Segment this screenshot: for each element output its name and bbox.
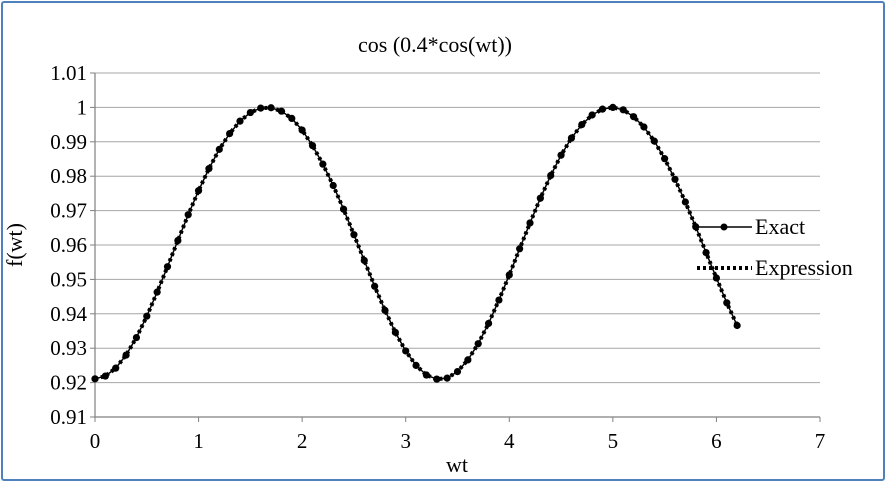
series-exact-point (733, 321, 741, 330)
series-exact-point (422, 371, 431, 379)
series-exact-point (194, 187, 203, 195)
series-exact-point (246, 108, 254, 117)
series-exact-point (298, 126, 306, 134)
y-tick-label: 0.98 (50, 164, 87, 188)
y-tick-label: 0.96 (50, 233, 87, 257)
y-tick-label: 1.01 (50, 61, 87, 85)
series-exact-point (464, 356, 472, 364)
series-exact-point (526, 219, 534, 227)
series-exact-point (174, 236, 182, 245)
series-exact-point (205, 165, 213, 173)
series-exact-point (215, 145, 223, 153)
series-exact-point (433, 375, 441, 383)
legend: Exact Expression (697, 214, 853, 280)
series-exact-point (505, 271, 513, 279)
y-tick-label: 0.99 (50, 130, 87, 154)
series-exact-point (723, 299, 731, 307)
series-exact-point (143, 312, 151, 320)
series-exact-point (567, 134, 576, 142)
x-tick-label: 2 (297, 429, 308, 453)
y-tick-label: 0.95 (50, 267, 87, 291)
series-expression-line (94, 105, 739, 382)
series-exact-point (671, 175, 679, 183)
x-tick-label: 0 (90, 429, 101, 453)
x-tick-label: 6 (711, 429, 722, 453)
series-exact-point (381, 306, 389, 314)
x-tick-label: 3 (400, 429, 411, 453)
x-tick-label: 1 (193, 429, 204, 453)
legend-exact-label: Exact (755, 214, 805, 239)
series-exact-point (319, 160, 327, 168)
series-exact-point (153, 288, 161, 296)
series-exact-point (101, 372, 109, 380)
grid-lines (95, 72, 820, 418)
series-exact-point (495, 296, 503, 304)
series-exact-point (702, 248, 710, 257)
series-exact-point (474, 340, 482, 348)
y-axis-label: f(wt) (2, 223, 27, 267)
series-exact-point (588, 111, 596, 119)
series-exact-point (122, 351, 130, 359)
legend-exact-marker (720, 223, 728, 231)
series-exact-point (277, 107, 286, 115)
series-exact-point (692, 223, 700, 231)
series-exact-point (350, 231, 358, 239)
series-exact-point (547, 171, 555, 180)
series-exact-point (661, 155, 669, 163)
series-exact-point (578, 121, 586, 129)
series-exact-point (329, 181, 337, 190)
series-exact-point (598, 105, 607, 113)
series-exact-point (112, 364, 120, 372)
y-tick-label: 0.94 (50, 302, 87, 326)
series-exact-point (391, 328, 399, 336)
series-exact-point (516, 245, 524, 253)
y-tick-label: 0.97 (50, 199, 87, 223)
series-exact-point (412, 361, 420, 369)
series-exact-point (163, 263, 172, 271)
series-exact-point (132, 333, 141, 342)
series-exact-line (94, 106, 738, 380)
chart-title: cos (0.4*cos(wt)) (358, 32, 512, 57)
series-exact-point (257, 104, 265, 112)
series-exact-point (91, 375, 99, 383)
series-exact-point (360, 256, 368, 265)
series-exact-point (712, 274, 721, 282)
series-exact-point (681, 198, 689, 206)
x-axis-label: wt (446, 452, 468, 477)
series-exact-point (226, 129, 234, 138)
plot-area (91, 103, 741, 383)
series-exact-point (443, 374, 451, 382)
series-exact-point (619, 106, 627, 114)
legend-expression-label: Expression (755, 255, 853, 280)
series-exact-point (236, 117, 244, 125)
y-tick-label: 0.92 (50, 371, 87, 395)
series-exact-point (640, 123, 648, 131)
series-exact-point (308, 141, 317, 150)
x-tick-label: 5 (608, 429, 619, 453)
series-exact-point (184, 211, 192, 219)
series-exact-point (484, 319, 493, 328)
series-exact-point (371, 282, 379, 290)
x-tick-label: 4 (504, 429, 515, 453)
series-exact-point (339, 205, 348, 213)
series-exact-point (629, 113, 638, 121)
y-tick-label: 0.93 (50, 336, 87, 360)
series-exact-point (402, 347, 410, 355)
x-axis-ticks: 0 1 2 3 4 5 6 7 (90, 417, 826, 453)
series-exact-point (650, 137, 658, 145)
series-exact-point (609, 103, 617, 111)
series-exact-point (288, 114, 296, 123)
y-axis-ticks: 0.91 0.92 0.93 0.94 0.95 0.96 0.97 0.98 0.99 1 1.0… (50, 61, 95, 429)
y-tick-label: 1 (77, 95, 88, 119)
series-exact-point (536, 194, 544, 202)
series-exact-point (557, 151, 565, 159)
x-tick-label: 7 (815, 429, 826, 453)
series-exact-point (267, 104, 275, 112)
series-exact-point (453, 367, 462, 376)
y-tick-label: 0.91 (50, 405, 87, 429)
